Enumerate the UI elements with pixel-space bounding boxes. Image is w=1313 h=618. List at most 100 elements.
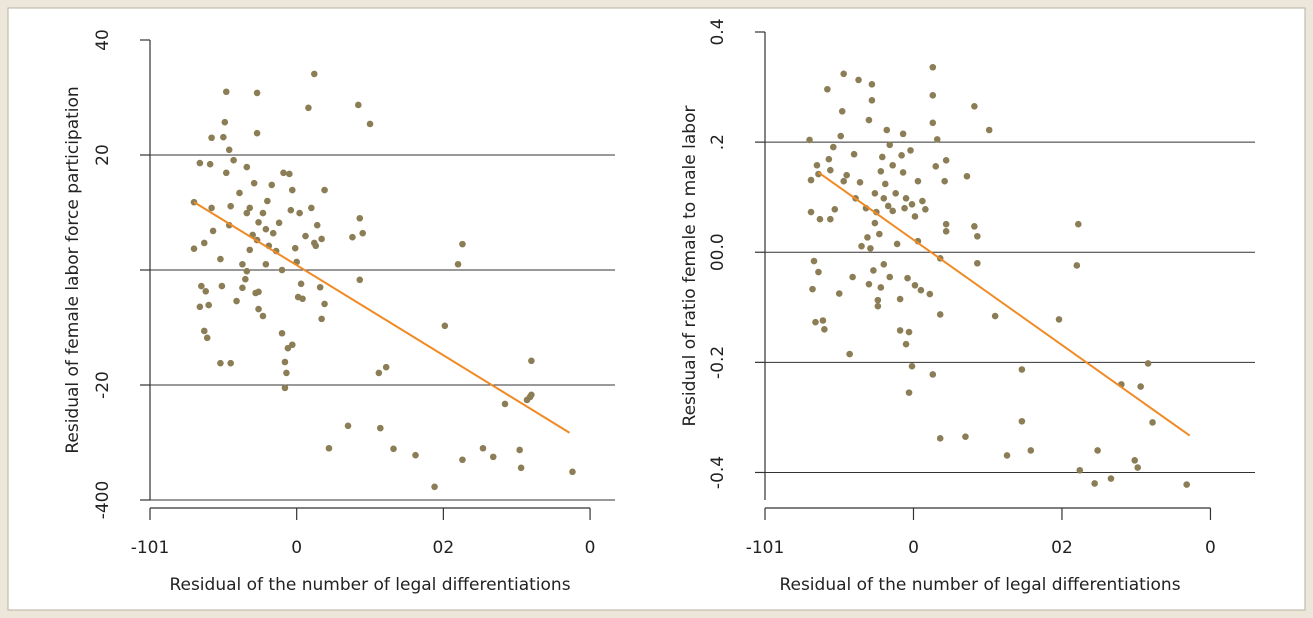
point xyxy=(856,179,864,186)
y-tick-label: 40 xyxy=(93,29,113,51)
point xyxy=(870,267,877,274)
point xyxy=(516,446,523,454)
y-tick-label: -0.2 xyxy=(708,346,728,379)
point xyxy=(203,334,211,342)
point xyxy=(288,341,296,349)
point xyxy=(879,153,886,161)
point xyxy=(919,197,926,205)
point xyxy=(253,89,261,97)
point xyxy=(809,285,816,293)
point xyxy=(255,305,262,313)
point xyxy=(208,204,215,212)
y-tick-label: 20 xyxy=(93,144,113,166)
point xyxy=(259,312,267,320)
point xyxy=(264,197,271,205)
point xyxy=(871,190,879,197)
point xyxy=(868,81,876,88)
point xyxy=(259,209,267,217)
point xyxy=(255,288,262,296)
point xyxy=(243,267,251,275)
point xyxy=(198,282,205,290)
point xyxy=(359,229,366,237)
point xyxy=(227,202,234,210)
point xyxy=(356,214,364,222)
point xyxy=(902,194,910,202)
x-tick-label: -101 xyxy=(746,538,785,558)
point xyxy=(291,244,299,252)
point xyxy=(479,444,487,452)
point xyxy=(222,169,230,177)
point xyxy=(806,136,813,144)
x-tick-label: 02 xyxy=(1051,538,1073,558)
point xyxy=(1018,366,1026,373)
point xyxy=(905,389,913,396)
point xyxy=(441,322,449,330)
point xyxy=(1018,417,1026,425)
point xyxy=(239,284,246,292)
point xyxy=(871,219,879,227)
point xyxy=(321,186,328,194)
y-tick-label: -400 xyxy=(93,481,113,520)
point xyxy=(190,245,198,253)
point xyxy=(991,312,999,320)
point xyxy=(528,391,535,399)
x-tick-label: 0 xyxy=(908,538,919,558)
point xyxy=(242,275,249,283)
point xyxy=(874,302,882,310)
point xyxy=(286,170,293,178)
point xyxy=(807,208,815,216)
point xyxy=(316,283,324,291)
point xyxy=(893,240,901,248)
point xyxy=(1149,419,1156,426)
point xyxy=(896,327,904,334)
point xyxy=(312,242,320,250)
point xyxy=(942,156,950,164)
point xyxy=(942,220,950,228)
point xyxy=(299,295,306,303)
point xyxy=(886,141,894,149)
point xyxy=(349,233,356,241)
point xyxy=(917,286,925,294)
point xyxy=(883,126,891,134)
point xyxy=(962,433,969,440)
point xyxy=(898,152,905,159)
point xyxy=(929,92,937,99)
point xyxy=(886,273,894,281)
point xyxy=(225,146,233,154)
point xyxy=(489,453,497,461)
point xyxy=(354,101,362,109)
fit-line xyxy=(193,201,571,434)
point xyxy=(382,363,390,371)
point xyxy=(904,274,911,282)
point xyxy=(827,215,834,223)
point xyxy=(1091,480,1098,487)
point xyxy=(892,190,899,197)
point xyxy=(305,104,312,112)
point xyxy=(825,155,833,163)
point xyxy=(262,225,270,233)
point xyxy=(243,163,251,171)
point xyxy=(877,284,885,291)
point xyxy=(835,290,843,297)
point xyxy=(280,169,287,177)
point xyxy=(459,456,466,464)
point xyxy=(843,171,850,179)
point xyxy=(1076,466,1084,474)
point xyxy=(253,129,261,137)
point xyxy=(313,221,321,229)
point xyxy=(239,260,246,268)
point xyxy=(1003,452,1011,459)
y-tick-label: -0.4 xyxy=(708,456,728,489)
point xyxy=(810,257,818,265)
point xyxy=(899,169,907,176)
point xyxy=(884,202,892,210)
point xyxy=(867,245,874,252)
point xyxy=(868,96,876,104)
point xyxy=(1144,360,1152,367)
point xyxy=(830,143,837,151)
point xyxy=(297,280,305,288)
point xyxy=(974,259,981,267)
y-axis-label: Residual of female labor force participa… xyxy=(63,86,83,453)
x-tick-label: -101 xyxy=(131,538,170,558)
point xyxy=(813,161,821,169)
